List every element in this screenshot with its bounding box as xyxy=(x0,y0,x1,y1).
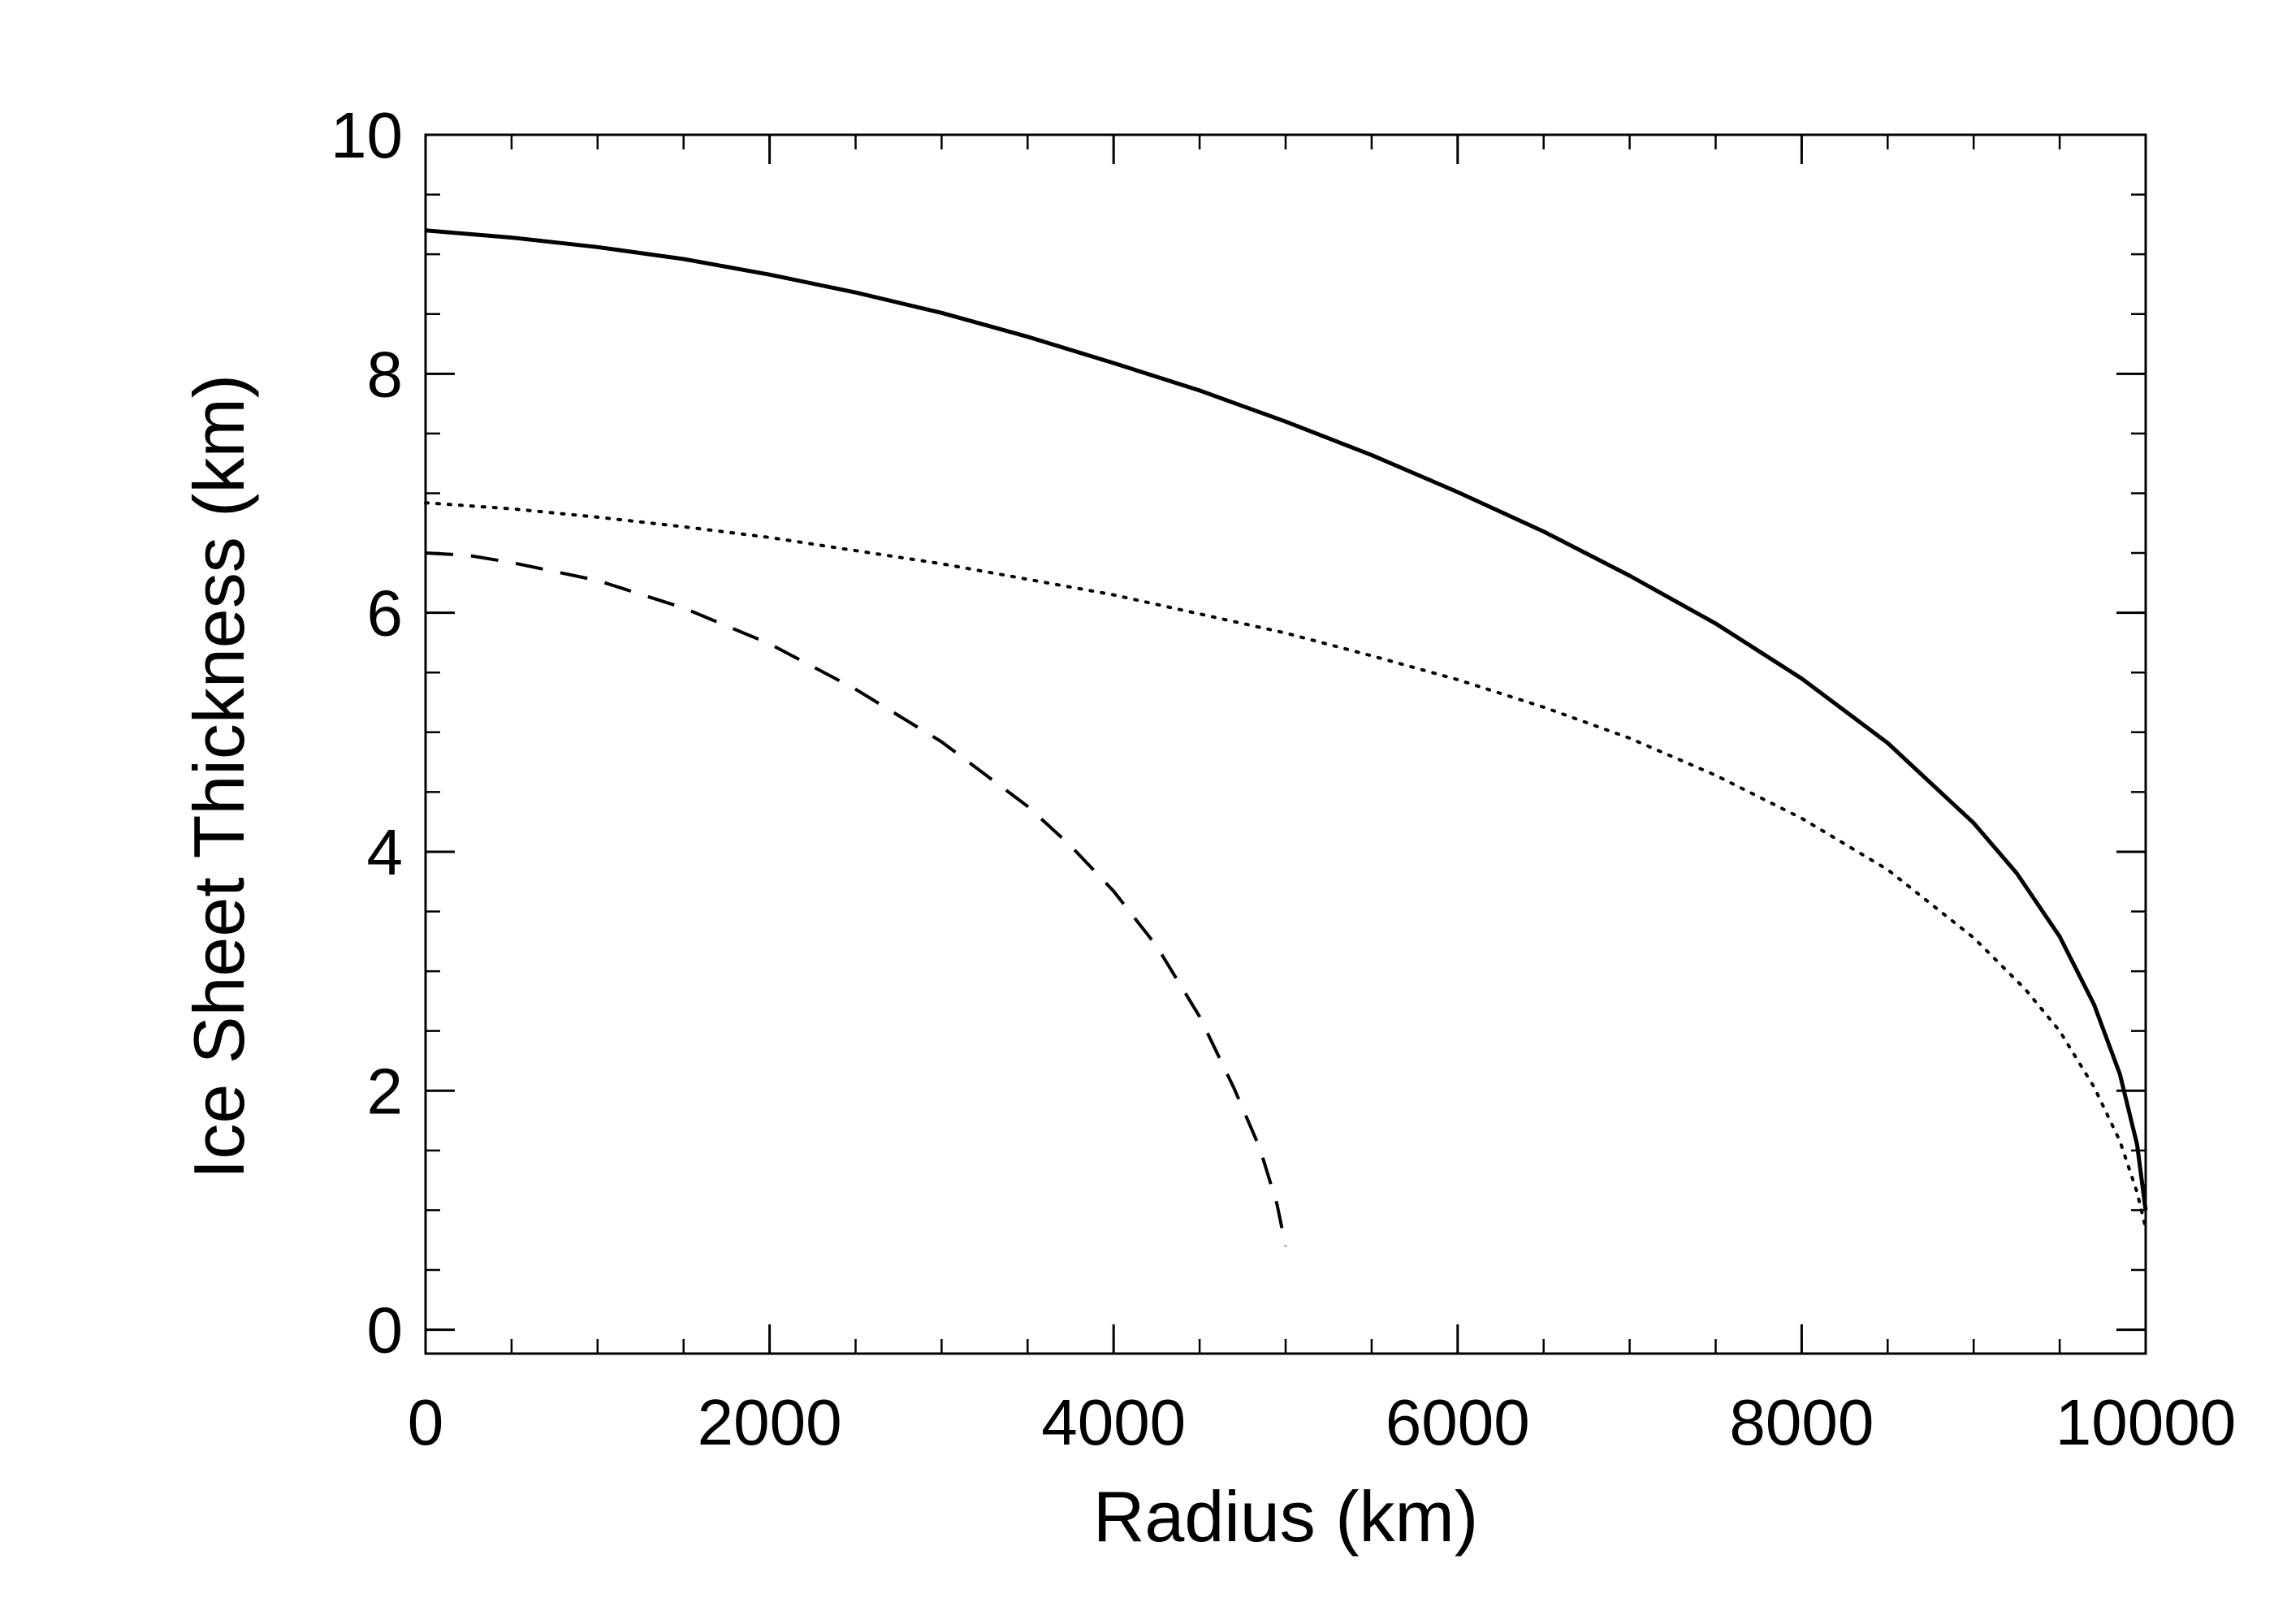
series-layer xyxy=(424,228,2148,1247)
x-tick-label: 0 xyxy=(408,1386,444,1458)
series-line-dashed xyxy=(425,551,1287,1247)
y-tick-label: 4 xyxy=(367,816,404,888)
y-tick-label: 0 xyxy=(367,1294,404,1367)
x-tick-label: 2000 xyxy=(698,1386,842,1458)
series-line-dotted xyxy=(424,501,2147,1230)
series-line-solid xyxy=(425,228,2148,1211)
y-tick-label: 10 xyxy=(331,99,403,171)
y-axis-title: Ice Sheet Thickness (km) xyxy=(179,374,259,1179)
x-axis-title: Radius (km) xyxy=(1093,1476,1478,1557)
x-tick-label: 4000 xyxy=(1041,1386,1186,1458)
x-tick-label: 8000 xyxy=(1729,1386,1874,1458)
y-tick-label: 6 xyxy=(367,577,404,650)
x-axis-tick-labels: 0 2000 4000 6000 8000 10000 xyxy=(408,1386,2236,1458)
y-tick-label: 8 xyxy=(367,338,404,410)
plot-area-frame xyxy=(424,133,2147,1355)
x-tick-label: 6000 xyxy=(1386,1386,1530,1458)
y-axis-tick-labels: 0 2 4 6 8 10 xyxy=(331,99,403,1367)
y-tick-label: 2 xyxy=(367,1055,404,1127)
x-tick-label: 10000 xyxy=(2056,1386,2236,1458)
